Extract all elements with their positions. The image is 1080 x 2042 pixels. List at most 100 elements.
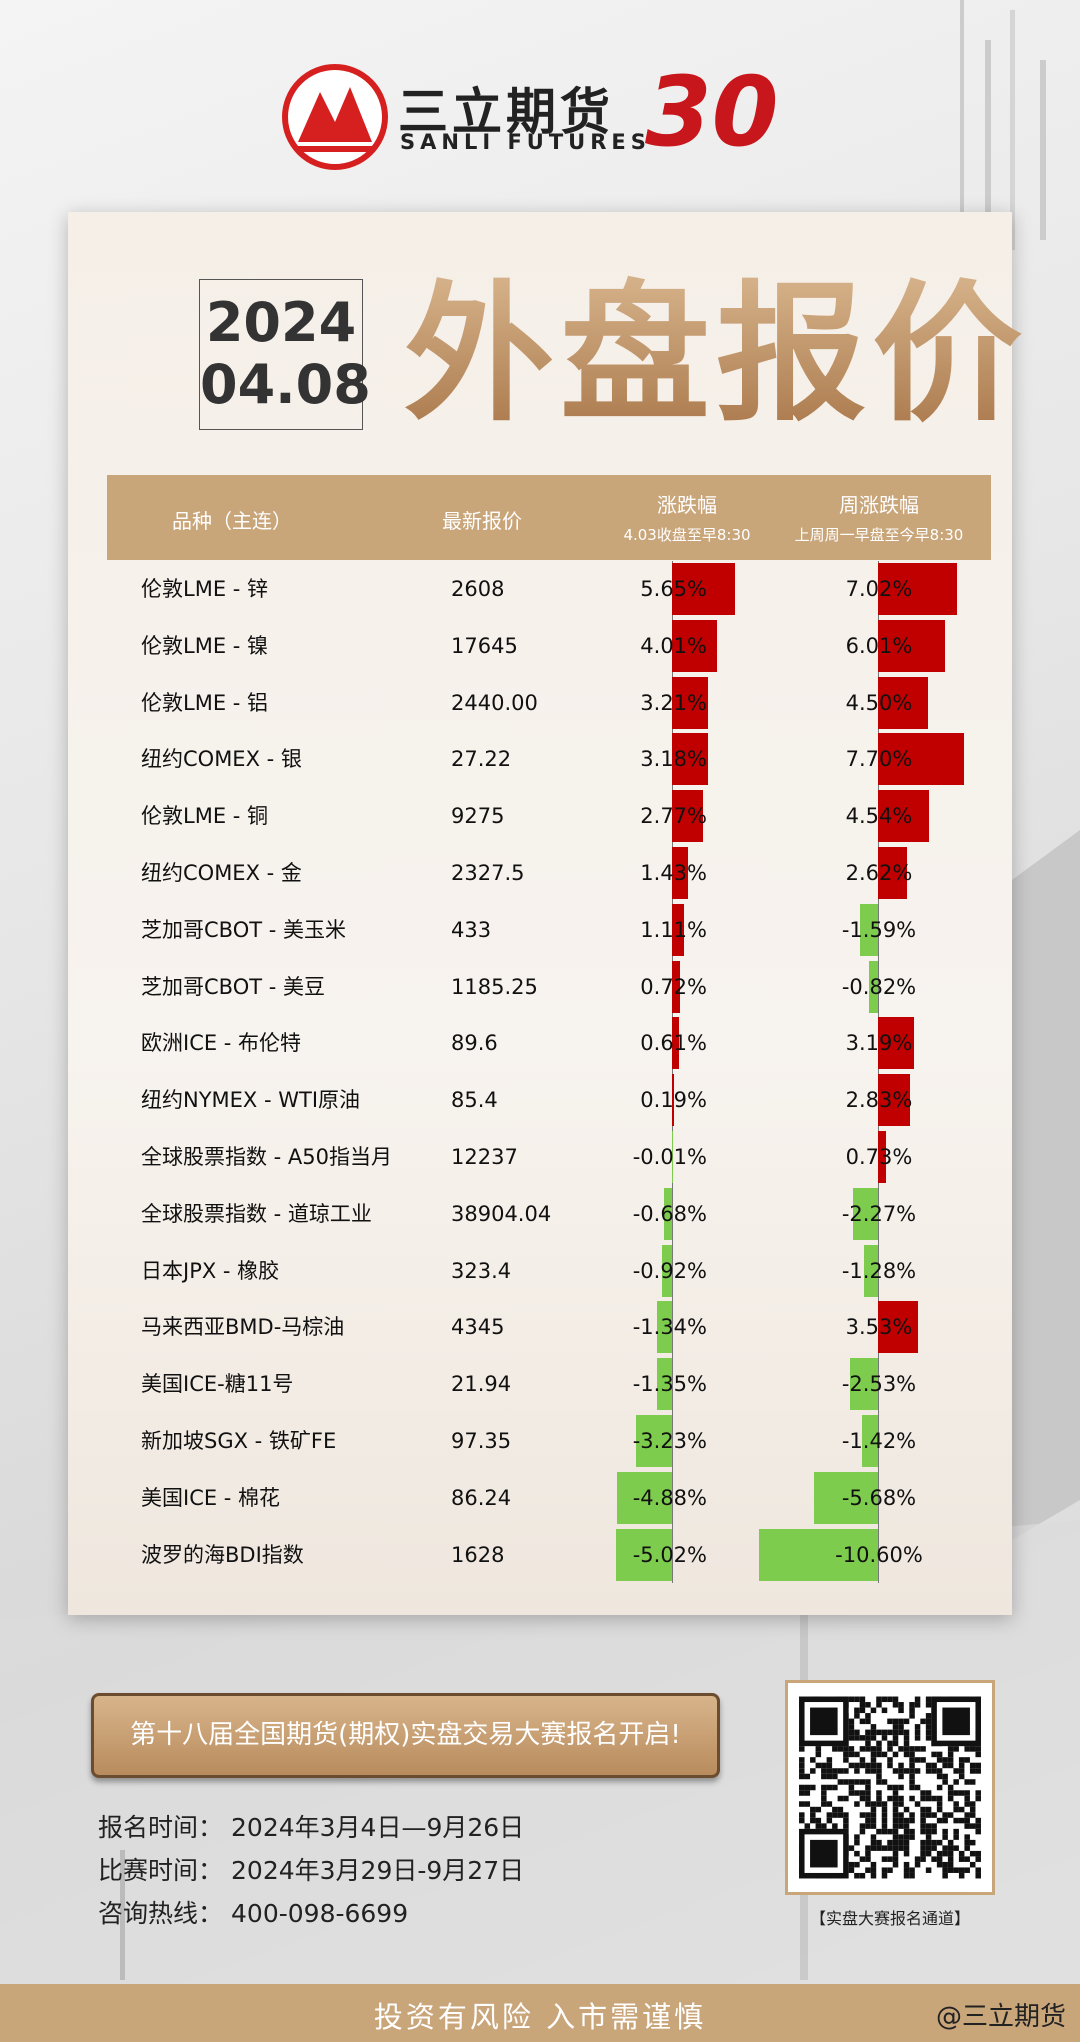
bar: [878, 619, 946, 672]
qr-module: [881, 1779, 888, 1785]
bar: [672, 619, 717, 672]
qr-module: [909, 1768, 915, 1774]
qr-module: [898, 1801, 904, 1807]
qr-module: [964, 1823, 970, 1829]
qr-module: [892, 1817, 899, 1824]
qr-module: [865, 1762, 871, 1769]
qr-module: [925, 1834, 932, 1840]
qr-module: [925, 1828, 932, 1835]
qr-module: [936, 1795, 943, 1802]
info-label: 比赛时间：: [98, 1856, 224, 1885]
bar: [868, 960, 878, 1013]
weibo-handle: @三立期货: [935, 2002, 1066, 2032]
qr-module: [804, 1790, 811, 1796]
qr-module: [953, 1828, 959, 1835]
qr-module: [865, 1823, 871, 1829]
qr-module: [804, 1823, 811, 1829]
qr-module: [892, 1751, 899, 1758]
bar: [664, 1187, 672, 1240]
weekly-change: -2.27%: [841, 1201, 917, 1226]
qr-module: [799, 1757, 805, 1763]
qr-module: [920, 1790, 926, 1796]
qr-module: [821, 1773, 827, 1780]
daily-change: -0.01%: [632, 1145, 707, 1169]
qr-module: [975, 1751, 981, 1758]
qr-module: [969, 1779, 976, 1785]
qr-module: [870, 1834, 877, 1840]
qr-module: [859, 1823, 866, 1829]
qr-module: [865, 1784, 871, 1791]
qr-module: [843, 1823, 849, 1829]
logo-mark: [282, 64, 388, 170]
qr-module: [936, 1784, 943, 1791]
qr-module: [843, 1768, 849, 1774]
qr-module: [870, 1861, 877, 1868]
qr-module: [898, 1729, 904, 1736]
qr-module: [854, 1801, 860, 1807]
qr-module: [876, 1779, 882, 1785]
qr-module: [947, 1751, 954, 1758]
qr-module: [870, 1757, 877, 1763]
bar: [878, 1074, 910, 1127]
qr-module: [909, 1713, 915, 1719]
qr-module: [826, 1801, 833, 1807]
qr-module: [898, 1702, 904, 1708]
qr-module: [843, 1746, 849, 1752]
commodity-name: 伦敦LME - 铜: [141, 804, 269, 829]
qr-module: [843, 1812, 849, 1818]
qr-module: [958, 1790, 965, 1796]
qr-module: [947, 1845, 954, 1851]
qr-module: [837, 1746, 844, 1752]
qr-module: [909, 1795, 915, 1802]
qr-module: [859, 1828, 866, 1835]
qr-module: [975, 1828, 981, 1835]
daily-change: 1.43%: [640, 861, 707, 885]
qr-module: [876, 1702, 882, 1708]
qr-module: [898, 1707, 904, 1714]
price: 323.4: [451, 1258, 512, 1283]
qr-module: [865, 1729, 871, 1736]
qr-module: [898, 1718, 904, 1725]
qr-module: [865, 1779, 871, 1785]
qr-module: [947, 1850, 954, 1857]
weekly-change: 7.02%: [845, 577, 913, 601]
qr-module: [898, 1823, 904, 1829]
bar: [615, 1528, 672, 1581]
qr-module: [848, 1779, 855, 1785]
daily-change: 0.19%: [640, 1088, 707, 1113]
qr-module: [964, 1812, 970, 1818]
qr-module: [953, 1867, 959, 1873]
qr-module: [942, 1867, 948, 1873]
qr-module: [892, 1724, 899, 1730]
price: 38904.04: [451, 1201, 552, 1226]
commodity-name: 美国ICE-糖11号: [141, 1372, 294, 1397]
info-label: 咨询热线：: [98, 1899, 224, 1928]
qr-module: [936, 1801, 943, 1807]
qr-module: [848, 1784, 855, 1791]
qr-module: [925, 1867, 932, 1873]
qr-module: [947, 1856, 954, 1862]
qr-module: [881, 1812, 888, 1818]
qr-module: [854, 1696, 860, 1703]
qr-module: [958, 1856, 965, 1862]
qr-module: [920, 1718, 926, 1725]
qr-module: [865, 1702, 871, 1708]
qr-module: [859, 1735, 866, 1741]
qr-module: [865, 1746, 871, 1752]
qr-module: [837, 1812, 844, 1818]
qr-module: [865, 1856, 871, 1862]
qr-module: [920, 1839, 926, 1846]
commodity-name: 欧洲ICE - 布伦特: [141, 1031, 302, 1056]
bar: [862, 1415, 878, 1467]
qr-module: [865, 1735, 871, 1741]
qr-module: [832, 1812, 838, 1818]
qr-module: [876, 1762, 882, 1769]
date-month-day: 04.08: [200, 353, 371, 416]
qr-module: [920, 1817, 926, 1824]
bar: [635, 1415, 672, 1467]
qr-module: [909, 1817, 915, 1824]
qr-module: [898, 1724, 904, 1730]
bar: [878, 563, 957, 615]
qr-module: [810, 1757, 816, 1763]
